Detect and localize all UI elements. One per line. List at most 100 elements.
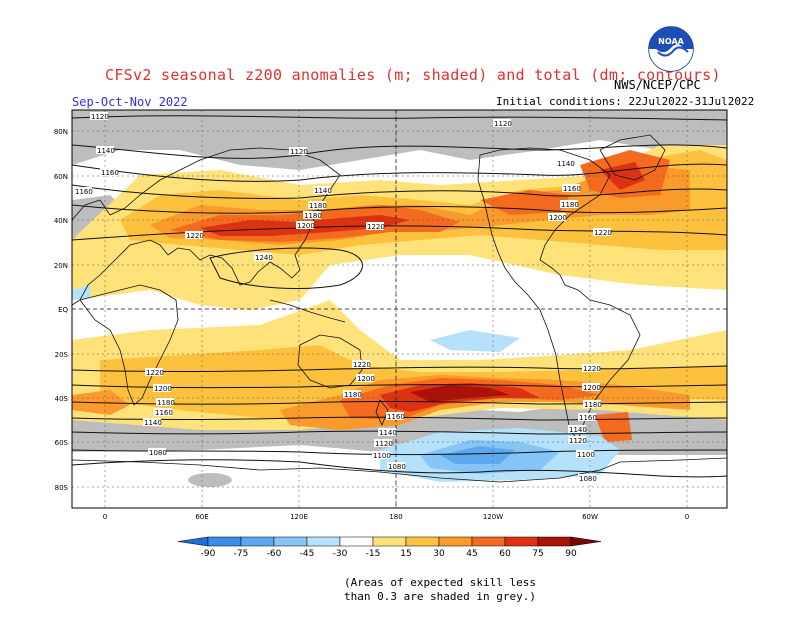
logo-text: NOAA [658, 37, 684, 46]
latitude-labels: 80N 60N 40N 20N EQ 20S 40S 60S 80S [54, 128, 69, 492]
colorbar-swatch [306, 536, 341, 547]
colorbar-arrow-left [177, 536, 209, 547]
colorbar-tick-label: -45 [300, 549, 315, 559]
colorbar-arrow-right [570, 536, 602, 547]
contour-label: 1180 [309, 202, 327, 210]
colorbar-swatch [372, 536, 407, 547]
lat-label: 80S [55, 484, 69, 492]
contour-label: 1100 [577, 451, 595, 459]
lat-label: 20N [54, 262, 68, 270]
contour-labels: 1120 1120 1140 1120 1140 1160 1160 1140 … [74, 112, 612, 483]
colorbar-swatch [273, 536, 308, 547]
colorbar-tick-label: -60 [267, 549, 282, 559]
colorbar-tick-label: 60 [499, 549, 511, 559]
colorbar-tick-label: 90 [565, 549, 577, 559]
colorbar-swatch [537, 536, 572, 547]
footnote: (Areas of expected skill less than 0.3 a… [300, 576, 580, 604]
agency-label: NWS/NCEP/CPC [614, 78, 701, 92]
lon-label: 120E [290, 513, 308, 521]
contour-label: 1080 [579, 475, 597, 483]
contour-label: 1160 [101, 169, 119, 177]
contour-label: 1200 [357, 375, 375, 383]
colorbar-tick-label: -30 [333, 549, 348, 559]
contour-label: 1180 [344, 391, 362, 399]
lon-label: 120W [483, 513, 503, 521]
footnote-line-1: (Areas of expected skill less [343, 576, 537, 589]
contour-label: 1120 [375, 440, 393, 448]
contour-label: 1200 [154, 385, 172, 393]
lat-label: 20S [55, 351, 69, 359]
colorbar-swatch [240, 536, 275, 547]
contour-label: 1180 [561, 201, 579, 209]
colorbar-swatch [504, 536, 539, 547]
contour-label: 1220 [186, 232, 204, 240]
contour-label: 1080 [388, 463, 406, 471]
contour-label: 1180 [304, 212, 322, 220]
footnote-line-2: than 0.3 are shaded in grey.) [343, 590, 537, 603]
colorbar: -90 -75 -60 -45 -30 -15 15 30 45 60 75 90 [177, 536, 602, 559]
contour-label: 1220 [583, 365, 601, 373]
contour-label: 1220 [146, 369, 164, 377]
positive-anomaly-90 [410, 385, 510, 402]
height-contours [72, 115, 727, 478]
contour-label: 1120 [290, 148, 308, 156]
contour-label: 1080 [149, 449, 167, 457]
contour-label: 1160 [387, 413, 405, 421]
contour-label: 1240 [255, 254, 273, 262]
lon-label: 0 [103, 513, 107, 521]
contour-label: 1220 [367, 223, 385, 231]
contour-label: 1140 [569, 426, 587, 434]
colorbar-swatch [405, 536, 440, 547]
colorbar-swatch [339, 536, 374, 547]
contour-label: 1140 [144, 419, 162, 427]
colorbar-tick-label: -15 [366, 549, 381, 559]
contour-label: 1200 [297, 222, 315, 230]
season-label: Sep-Oct-Nov 2022 [72, 95, 188, 109]
colorbar-swatch [438, 536, 473, 547]
lat-label: EQ [58, 306, 68, 314]
colorbar-tick-label: 30 [433, 549, 445, 559]
contour-label: 1180 [157, 399, 175, 407]
colorbar-tick-label: 45 [466, 549, 477, 559]
contour-label: 1100 [373, 452, 391, 460]
contour-label: 1140 [97, 147, 115, 155]
lon-label: 0 [685, 513, 689, 521]
lat-label: 40N [54, 217, 68, 225]
longitude-labels: 0 60E 120E 180 120W 60W 0 [103, 513, 689, 521]
contour-label: 1200 [549, 214, 567, 222]
contour-label: 1220 [353, 361, 371, 369]
colorbar-tick-label: -90 [201, 549, 216, 559]
contour-label: 1160 [579, 414, 597, 422]
grid-lines [72, 110, 727, 508]
contour-label: 1140 [379, 429, 397, 437]
contour-label: 1220 [594, 229, 612, 237]
contour-label: 1160 [563, 185, 581, 193]
contour-label: 1120 [91, 113, 109, 121]
contour-label: 1160 [155, 409, 173, 417]
initial-conditions-label: Initial conditions: 22Jul2022-31Jul2022 [496, 95, 755, 108]
colorbar-tick-label: 15 [400, 549, 411, 559]
contour-label: 1120 [569, 437, 587, 445]
lon-label: 60E [195, 513, 208, 521]
colorbar-tick-label: 75 [532, 549, 543, 559]
lon-label: 60W [582, 513, 598, 521]
contour-label: 1160 [75, 188, 93, 196]
contour-label: 1120 [494, 120, 512, 128]
contour-label: 1180 [584, 401, 602, 409]
map-frame [71, 109, 728, 509]
colorbar-swatch [207, 536, 242, 547]
contour-label: 1200 [583, 384, 601, 392]
colorbar-tick-label: -75 [234, 549, 249, 559]
lat-label: 60N [54, 173, 68, 181]
lat-label: 40S [55, 395, 69, 403]
contour-label: 1140 [557, 160, 575, 168]
map-title: CFSv2 seasonal z200 anomalies (m; shaded… [105, 66, 721, 84]
lat-label: 80N [54, 128, 68, 136]
noaa-logo: NOAA [648, 26, 694, 72]
negative-anomaly-45 [440, 446, 515, 464]
contour-label: 1140 [314, 187, 332, 195]
lat-label: 60S [55, 439, 69, 447]
lon-label: 180 [389, 513, 402, 521]
colorbar-swatch [471, 536, 506, 547]
